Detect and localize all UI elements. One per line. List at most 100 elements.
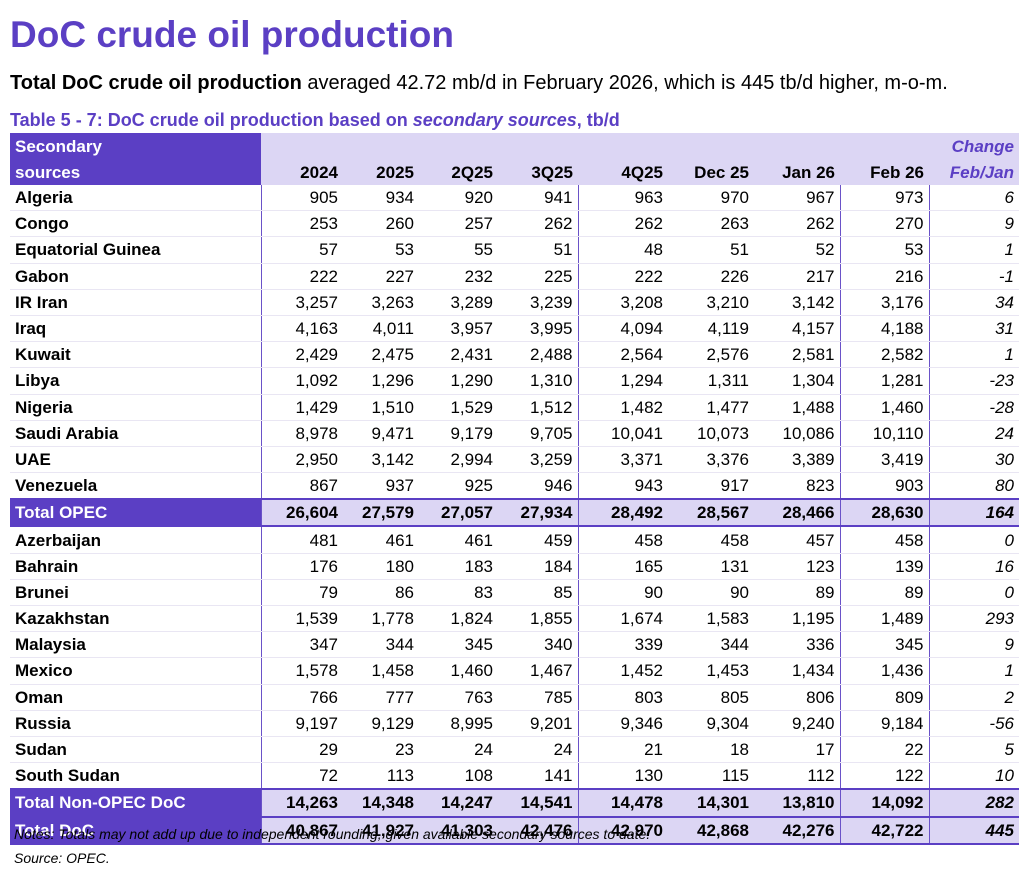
table-cell: 777 [343, 684, 419, 711]
table-cell: 9,179 [419, 420, 498, 447]
table-cell: 41,303 [419, 815, 498, 845]
table-cell: 9,705 [498, 420, 578, 447]
table-cell: 29 [260, 736, 343, 764]
table-cell: 1,529 [419, 394, 498, 421]
table-row: Venezuela 867 937 925 946 943 917 823 903 80 [10, 472, 1019, 500]
table-cell: 336 [754, 631, 840, 659]
row-label: Equatorial Guinea [10, 236, 261, 264]
table-cell: 1,434 [754, 657, 840, 685]
table-cell: 3,142 [754, 289, 840, 316]
table-cell: 86 [343, 579, 419, 607]
table-cell: 970 [668, 185, 754, 212]
table-cell: 1,195 [754, 605, 840, 633]
row-label: Russia [10, 710, 261, 737]
table-cell: 23 [343, 736, 419, 764]
change-cell: 5 [928, 736, 1019, 764]
table-cell: 1,294 [577, 367, 668, 395]
table-cell: 10,073 [668, 420, 754, 447]
change-cell: 2 [928, 684, 1019, 711]
total-row: Total Non-OPEC DoC 14,263 14,348 14,247 14,5… [10, 788, 1019, 818]
column-header: 2025 [343, 159, 419, 185]
change-cell: 6 [928, 185, 1019, 212]
table-row: IR Iran 3,257 3,263 3,289 3,239 3,208 3,210 3,1… [10, 289, 1019, 316]
table-cell: 123 [754, 553, 840, 580]
header-spacer [419, 133, 498, 159]
row-label: Oman [10, 684, 261, 711]
table-cell: 48 [577, 236, 668, 264]
table-cell: 3,419 [839, 446, 929, 474]
table-cell: 9,197 [260, 710, 343, 737]
table-cell: 344 [343, 631, 419, 659]
table-row: Nigeria 1,429 1,510 1,529 1,512 1,482 1,477 1,4… [10, 394, 1019, 421]
table-cell: 83 [419, 579, 498, 607]
table-cell: 3,142 [343, 446, 419, 474]
table-row: Malaysia 347 344 345 340 339 344 336 345 9 [10, 631, 1019, 659]
table-cell: 1,460 [839, 394, 929, 421]
table-row: Equatorial Guinea 57 53 55 51 48 51 52 53 1 [10, 236, 1019, 264]
table-cell: 90 [577, 579, 668, 607]
intro-bold: Total DoC crude oil production [10, 72, 302, 94]
table-cell: 1,855 [498, 605, 578, 633]
total-row: Total OPEC 26,604 27,579 27,057 27,934 28,492… [10, 498, 1019, 528]
table-cell: 14,301 [668, 788, 754, 818]
table-cell: 9,346 [577, 710, 668, 737]
table-cell: 17 [754, 736, 840, 764]
table-cell: 1,452 [577, 657, 668, 685]
table-cell: 2,576 [668, 341, 754, 369]
table-cell: 2,950 [260, 446, 343, 474]
table-cell: 42,276 [754, 815, 840, 845]
table-cell: 262 [577, 210, 668, 238]
table-cell: 227 [343, 263, 419, 290]
table-cell: 1,310 [498, 367, 578, 395]
table-cell: 4,157 [754, 315, 840, 343]
row-label: Total DoC [10, 815, 261, 845]
table-cell: 222 [260, 263, 343, 290]
change-cell: 445 [928, 815, 1019, 845]
table-cell: 946 [498, 472, 578, 500]
table-cell: 3,376 [668, 446, 754, 474]
table-cell: 14,263 [260, 788, 343, 818]
change-cell: 0 [928, 579, 1019, 607]
table-cell: 458 [668, 526, 754, 554]
table-cell: 967 [754, 185, 840, 212]
header-spacer [261, 133, 343, 159]
table-cell: 113 [343, 762, 419, 790]
table-cell: 51 [498, 236, 578, 264]
header-change-line2: Feb/Jan [929, 159, 1019, 185]
table-cell: 53 [839, 236, 929, 264]
change-cell: 9 [928, 210, 1019, 238]
table-cell: 42,868 [668, 815, 754, 845]
table-row: Kazakhstan 1,539 1,778 1,824 1,855 1,674 1,583… [10, 605, 1019, 633]
table-cell: 934 [343, 185, 419, 212]
row-label: Nigeria [10, 394, 261, 421]
table-cell: 28,466 [754, 498, 840, 528]
header-spacer [578, 133, 668, 159]
table-cell: 2,994 [419, 446, 498, 474]
table-cell: 3,239 [498, 289, 578, 316]
table-cell: 24 [419, 736, 498, 764]
table-cell: 1,304 [754, 367, 840, 395]
table-notes: Notes: Totals may not add up due to inde… [14, 826, 651, 842]
table-cell: 4,094 [577, 315, 668, 343]
table-cell: 1,539 [260, 605, 343, 633]
table-cell: 9,304 [668, 710, 754, 737]
table-cell: 903 [839, 472, 929, 500]
table-cell: 226 [668, 263, 754, 290]
table-cell: 141 [498, 762, 578, 790]
table-cell: 28,630 [839, 498, 929, 528]
table-cell: 262 [498, 210, 578, 238]
table-row: Kuwait 2,429 2,475 2,431 2,488 2,564 2,576 2,58… [10, 341, 1019, 369]
table-cell: 41,927 [343, 815, 419, 845]
table-cell: 344 [668, 631, 754, 659]
row-label: Malaysia [10, 631, 261, 659]
table-row: South Sudan 72 113 108 141 130 115 112 122 10 [10, 762, 1019, 790]
change-cell: 164 [928, 498, 1019, 528]
table-row: Iraq 4,163 4,011 3,957 3,995 4,094 4,119 4,157 4… [10, 315, 1019, 343]
row-label: South Sudan [10, 762, 261, 790]
table-cell: 270 [839, 210, 929, 238]
row-label: Algeria [10, 185, 261, 212]
change-cell: 16 [928, 553, 1019, 580]
table-cell: 3,263 [343, 289, 419, 316]
table-cell: 4,119 [668, 315, 754, 343]
table-cell: 18 [668, 736, 754, 764]
